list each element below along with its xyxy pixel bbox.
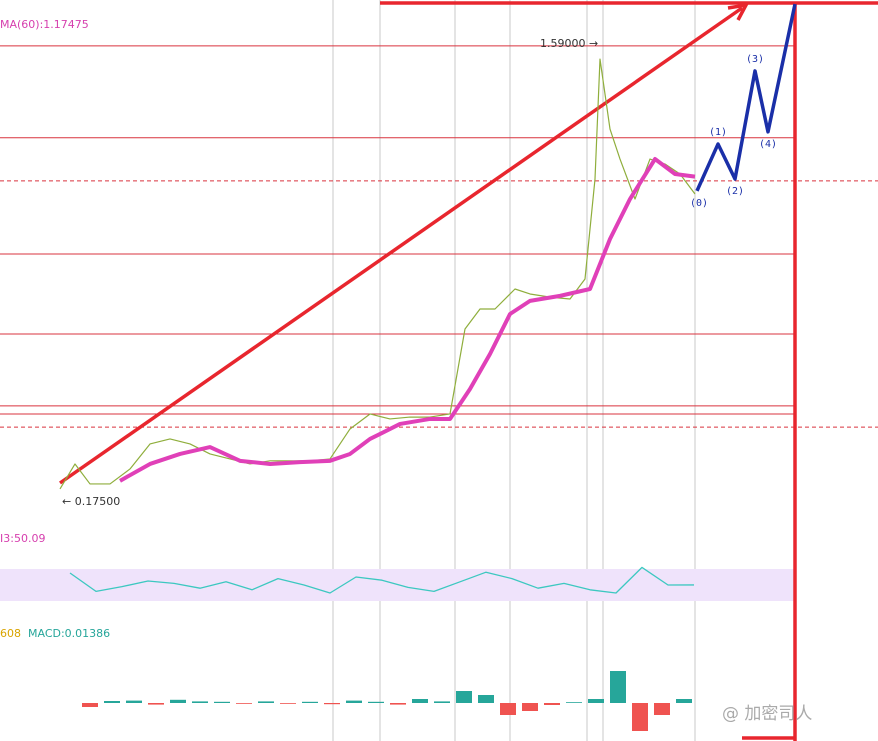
price-line	[59, 58, 696, 490]
macd-bar	[280, 703, 296, 704]
watermark: @ 加密司人	[722, 704, 812, 724]
macd-bar	[456, 691, 472, 703]
macd-label-a: 608	[0, 627, 21, 640]
macd-bar	[632, 703, 648, 731]
trend-line	[58, 6, 744, 485]
macd-bar	[478, 695, 494, 703]
wave-label: (1)	[709, 127, 727, 138]
ma-line	[119, 157, 696, 483]
rsi-label: I3:50.09	[0, 532, 45, 545]
macd-bar	[192, 701, 208, 703]
ma-label: MA(60):1.17475	[0, 18, 89, 31]
macd-bar	[500, 703, 516, 715]
macd-bar	[302, 701, 318, 703]
wave-line	[695, 3, 797, 192]
macd-bar	[148, 703, 164, 705]
macd-bar	[654, 703, 670, 715]
macd-bar	[346, 700, 362, 703]
high-label: 1.59000 →	[540, 37, 598, 50]
macd-bar	[170, 699, 186, 703]
low-label: ← 0.17500	[62, 495, 120, 508]
macd-label-b: MACD:0.01386	[28, 627, 110, 640]
macd-bar	[522, 703, 538, 711]
macd-bar	[412, 699, 428, 703]
macd-bar	[544, 703, 560, 705]
macd-bar	[368, 701, 384, 703]
wave-label: (3)	[746, 54, 764, 65]
macd-bar	[390, 703, 406, 705]
wave-label: (0)	[690, 198, 708, 209]
macd-bar	[258, 701, 274, 703]
wave-label: (4)	[759, 139, 777, 150]
macd-bar	[588, 699, 604, 703]
macd-bar	[676, 699, 692, 703]
macd-bar	[434, 701, 450, 703]
macd-bar	[82, 703, 98, 707]
macd-bar	[104, 701, 120, 703]
macd-bar	[126, 700, 142, 703]
macd-bar	[236, 703, 252, 704]
trend-arrow	[727, 2, 750, 21]
rsi-line	[69, 566, 695, 594]
macd-bar	[324, 703, 340, 705]
macd-bar	[214, 701, 230, 703]
macd-bar	[566, 702, 582, 703]
wave-label: (2)	[726, 186, 744, 197]
macd-bar	[610, 671, 626, 703]
